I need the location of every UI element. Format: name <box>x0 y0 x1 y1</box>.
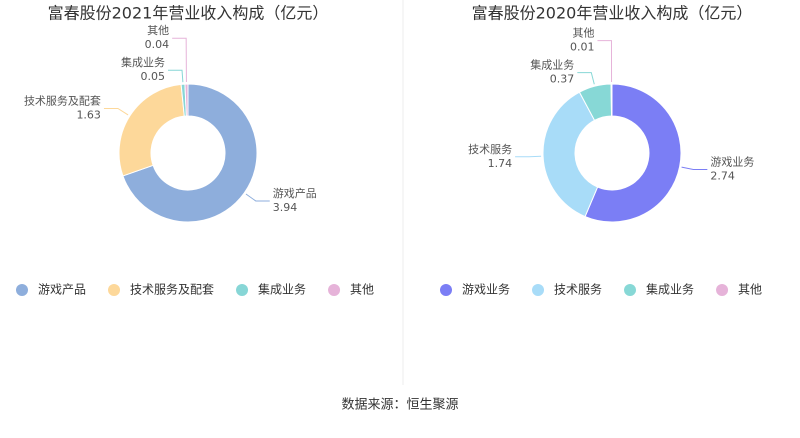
source: 数据来源：恒生聚源 <box>341 398 458 413</box>
legend-marker <box>236 284 249 296</box>
slice-label: 集成业务 <box>121 55 165 69</box>
legend-label: 其他 <box>350 283 374 297</box>
slice-label: 游戏产品 <box>273 186 317 200</box>
legend-label: 集成业务 <box>258 282 306 297</box>
value-label: 2.74 <box>710 170 735 183</box>
value-label: 0.04 <box>145 38 170 51</box>
legend-marker <box>108 284 121 296</box>
value-label: 3.94 <box>273 201 298 214</box>
legend-marker <box>532 284 545 296</box>
slice-label: 技术服务及配套 <box>24 94 101 107</box>
slice-label: 游戏业务 <box>710 156 754 169</box>
legend-label: 技术服务及配套 <box>130 282 214 297</box>
leader-line <box>245 193 270 202</box>
legend-marker <box>440 284 452 296</box>
legend-marker <box>328 284 341 296</box>
slice <box>118 83 185 177</box>
leader-line <box>681 166 708 171</box>
legend-marker <box>624 284 637 296</box>
slice-label: 集成业务 <box>530 58 574 72</box>
legend-label: 其他 <box>738 283 762 297</box>
leader-line <box>515 155 542 158</box>
slice-label: 技术服务 <box>468 143 512 156</box>
slice <box>122 83 258 223</box>
legend-label: 技术服务 <box>554 282 602 297</box>
slice <box>584 83 682 223</box>
chart-title: 富春股份2021年营业收入构成（亿元） <box>48 4 329 23</box>
slice <box>610 83 613 117</box>
slice-label: 其他 <box>572 27 594 40</box>
value-label: 1.63 <box>76 108 101 121</box>
legend-marker <box>716 284 729 296</box>
value-label: 1.74 <box>488 157 513 170</box>
leader-line <box>577 72 595 85</box>
legend-label: 集成业务 <box>646 282 694 297</box>
chart-title: 富春股份2020年营业收入构成（亿元） <box>472 4 753 23</box>
leader-line <box>172 37 187 83</box>
value-label: 0.05 <box>141 70 166 83</box>
slice <box>542 91 599 218</box>
slice <box>184 83 189 117</box>
leader-line <box>168 69 184 83</box>
legend-marker <box>16 284 28 296</box>
value-label: 0.01 <box>570 41 595 54</box>
value-label: 0.37 <box>550 73 575 86</box>
legend-label: 游戏业务 <box>462 282 510 297</box>
leader-line <box>103 107 129 116</box>
leader-line <box>597 40 613 83</box>
legend-label: 游戏产品 <box>38 283 86 297</box>
slice-label: 其他 <box>147 24 169 37</box>
